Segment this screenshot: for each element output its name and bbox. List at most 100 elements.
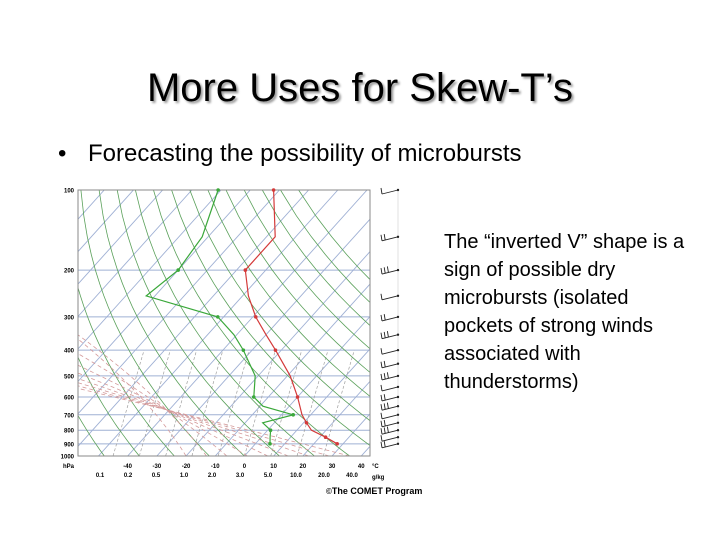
dry-adiabat-line xyxy=(207,190,370,397)
pressure-tick-label: 200 xyxy=(64,269,75,275)
mixing-ratio-line xyxy=(322,350,355,456)
wind-barb-point xyxy=(396,436,400,439)
wind-barb-flag xyxy=(383,267,386,274)
wind-barb-flag xyxy=(380,412,383,419)
wind-barb-shaft xyxy=(381,396,399,402)
mixing-ratio-tick-label: 3.0 xyxy=(236,473,245,479)
dry-adiabat-line xyxy=(189,190,370,422)
copyright-symbol: © xyxy=(326,487,332,496)
wind-barb-point xyxy=(396,268,400,272)
temperature-tick-label: -10 xyxy=(211,464,220,470)
pressure-tick-label: 300 xyxy=(64,315,75,321)
temperature-point xyxy=(304,420,309,425)
isotherm-line xyxy=(78,190,163,285)
wind-barb-point xyxy=(396,442,400,446)
wind-barb-shaft xyxy=(381,363,399,369)
dewpoint-point xyxy=(215,315,220,319)
wind-barb-flag xyxy=(380,384,383,392)
wind-barb xyxy=(380,331,400,340)
wind-barb-shaft xyxy=(381,443,399,449)
dewpoint-point xyxy=(216,188,220,192)
temperature-point xyxy=(323,435,328,440)
wind-barb-flag xyxy=(380,361,383,368)
wind-barb xyxy=(380,233,400,242)
wind-barb-flag xyxy=(380,314,383,321)
moist-adiabat-line xyxy=(78,364,248,456)
wind-barb-shaft xyxy=(381,269,399,275)
wind-barb-flag xyxy=(380,348,383,355)
pressure-tick-label: 700 xyxy=(64,413,75,419)
wind-barb xyxy=(380,402,400,411)
wind-barb-shaft xyxy=(381,334,399,340)
wind-barb-flag xyxy=(380,332,383,339)
wind-barb xyxy=(380,435,400,442)
wind-barb-flag xyxy=(380,293,383,300)
dry-adiabat-line xyxy=(171,190,370,447)
wind-barb-flag xyxy=(380,234,383,241)
wind-barb-flag xyxy=(383,331,386,338)
wind-barb-flag xyxy=(386,331,389,338)
wind-barb xyxy=(380,419,400,428)
isotherm-line xyxy=(78,190,222,350)
isotherm-line xyxy=(127,190,368,456)
isotherm-line xyxy=(331,413,370,456)
credit-line: ©The COMET Program xyxy=(326,486,422,496)
temperature-tick-label: -40 xyxy=(123,464,132,470)
wind-barb-flag xyxy=(380,428,383,435)
mixing-ratio-tick-label: 5.0 xyxy=(264,473,273,479)
dewpoint-point xyxy=(251,395,256,399)
wind-barb-flag xyxy=(383,314,386,321)
wind-barb-flag xyxy=(386,372,389,379)
isotherm-line xyxy=(78,190,105,220)
dry-adiabat-line xyxy=(116,190,280,456)
wind-barb-flag xyxy=(386,402,389,409)
dewpoint-point xyxy=(176,268,180,272)
wind-barb-point xyxy=(396,429,400,432)
wind-barb xyxy=(380,372,400,381)
dry-adiabat-line xyxy=(98,190,245,456)
wind-barb-flag xyxy=(383,440,386,448)
wind-barb xyxy=(380,384,400,392)
dewpoint-point xyxy=(241,348,246,352)
wind-barb-point xyxy=(396,405,400,408)
wind-barb-point xyxy=(396,421,400,424)
dry-adiabat-line xyxy=(78,286,175,456)
temperature-tick-label: -20 xyxy=(182,464,191,470)
dewpoint-point xyxy=(268,428,273,433)
wind-barb xyxy=(380,360,400,369)
moist-adiabat-line xyxy=(78,387,350,456)
mixing-ratio-tick-label: 10.0 xyxy=(290,473,302,479)
wind-barb xyxy=(380,412,400,420)
wind-barb-point xyxy=(396,413,400,416)
wind-barb xyxy=(380,266,400,275)
wind-barb-point xyxy=(396,385,400,389)
temperature-point xyxy=(273,348,278,352)
wind-barb-flag xyxy=(380,420,383,427)
wind-barb-point xyxy=(396,235,400,239)
slide-title: More Uses for Skew-T’s xyxy=(146,66,573,110)
wind-barb-flag xyxy=(383,394,386,401)
isotherm-line xyxy=(98,190,339,456)
wind-barb-shaft xyxy=(381,405,399,411)
isotherm-line xyxy=(78,190,134,253)
temperature-tick-label: 20 xyxy=(299,464,306,470)
wind-barb-point xyxy=(396,188,400,192)
temperature-point xyxy=(243,268,248,272)
wind-barb-shaft xyxy=(381,375,399,381)
moist-adiabat-line xyxy=(78,353,228,456)
isotherm-line xyxy=(390,190,430,456)
mixing-ratio-unit-label: g/kg xyxy=(372,475,385,481)
background-grid xyxy=(78,190,430,456)
bullet-text: Forecasting the possibility of microburs… xyxy=(88,140,522,167)
mixing-ratio-line xyxy=(191,350,224,456)
dry-adiabat-line xyxy=(261,190,370,327)
wind-barb-flag xyxy=(383,373,386,380)
mixing-ratio-line xyxy=(138,350,171,456)
pressure-tick-label: 500 xyxy=(64,374,75,380)
temperature-tick-label: 0 xyxy=(243,464,247,470)
wind-barb-shaft xyxy=(381,429,399,435)
dewpoint-profile-line xyxy=(144,189,296,444)
wind-barb-point xyxy=(396,374,400,378)
wind-barb-flag xyxy=(380,394,383,402)
credit-text: The COMET Program xyxy=(331,486,423,496)
